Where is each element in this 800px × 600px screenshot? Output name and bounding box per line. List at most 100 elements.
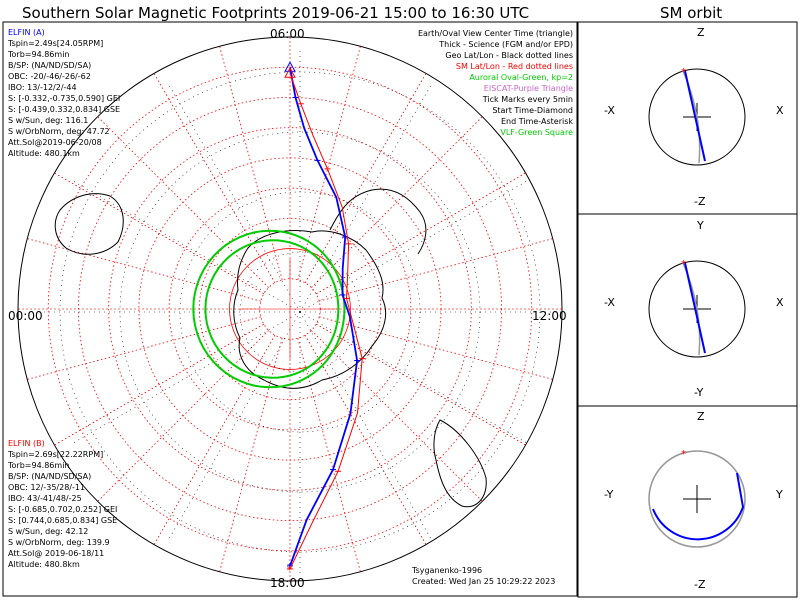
sm-lat-circle — [17, 36, 563, 582]
mlt-label-bottom: 18:00 — [270, 576, 305, 590]
elfin-a-line: S: [-0.332,-0.735,0.590] GEI — [8, 94, 121, 103]
orbit3-right-label: Y — [776, 488, 783, 501]
earth-circle — [648, 260, 746, 358]
africa-coastline — [433, 419, 487, 508]
sm-lon-spoke — [311, 116, 483, 288]
geo-lon-spoke — [299, 179, 530, 313]
sm-lon-spoke — [97, 330, 269, 502]
elfin-a-track — [289, 67, 359, 567]
sm-lon-spoke — [54, 172, 265, 295]
created-timestamp: Created: Wed Jan 25 10:29:22 2023 — [412, 577, 556, 586]
elfin-a-line: B/SP: (NA/ND/SD/SA) — [8, 61, 92, 70]
elfin-a-line: S: [-0.439,0.332,0.834] GSE — [8, 105, 121, 114]
sm-lon-spoke — [315, 172, 526, 295]
mlt-label-right: 12:00 — [532, 309, 567, 323]
elfin-a-line: Att.Sol@2019-06-20/08 — [8, 138, 102, 147]
sm-orbit-panels: * * * — [648, 67, 746, 548]
geo-lon-spoke — [70, 311, 301, 445]
orbit1-right-label: X — [776, 104, 784, 117]
sm-lon-spoke — [27, 316, 261, 380]
geo-lon-spoke — [299, 311, 433, 542]
legend-item: Geo Lat/Lon - Black dotted lines — [445, 51, 573, 60]
orbit-end-marker: * — [681, 259, 686, 270]
sm-orbit-title: SM orbit — [660, 4, 723, 22]
sm-lon-spoke — [319, 238, 553, 302]
elfin-b-info: ELFIN (B) Tspin=2.69s[22.22RPM] Torb=94.… — [8, 438, 117, 570]
sm-grid — [17, 36, 563, 582]
orbit1-top-label: Z — [697, 26, 705, 39]
orbit3-top-label: Z — [697, 410, 705, 423]
elfin-b-line: OBC: 12/-35/28/-11 — [8, 483, 86, 492]
sm-lon-spoke — [297, 46, 361, 280]
chart-title: Southern Solar Magnetic Footprints 2019-… — [22, 4, 530, 22]
elfin-a-name: ELFIN (A) — [8, 28, 45, 37]
elfin-b-line: Altitude: 480.8km — [8, 560, 80, 569]
geo-grid — [35, 47, 565, 577]
sm-lat-circle — [168, 187, 412, 431]
end-asterisk: * — [287, 562, 292, 573]
sm-lon-spoke — [304, 73, 427, 284]
sm-lon-spoke — [297, 338, 361, 572]
start-triangle — [284, 61, 296, 72]
legend-item: Auroral Oval-Green, kp=2 — [469, 73, 573, 82]
footprint-tracks: ** — [284, 61, 366, 576]
elfin-b-track — [289, 73, 363, 570]
sm-lon-spoke — [54, 323, 265, 446]
geo-lon-spoke — [299, 311, 530, 445]
elfin-b-line: S: [-0.685,0.702,0.252] GEI — [8, 505, 118, 514]
orbit3-bottom-label: -Z — [694, 578, 706, 591]
elfin-b-line: B/SP: (NA/ND/SD/SA) — [8, 472, 92, 481]
orbit-trace-a — [652, 472, 745, 541]
orbit-end-marker: * — [681, 449, 686, 460]
legend-item: Tick Marks every 5min — [482, 95, 573, 104]
orbit1-bottom-label: -Z — [694, 195, 706, 208]
orbit-trace-b — [648, 450, 746, 548]
orbit1-left-label: -X — [604, 104, 615, 117]
sm-lon-spoke — [153, 334, 276, 545]
auroral-oval — [192, 229, 346, 389]
auroral-oval-equatorward — [192, 229, 346, 389]
sm-lat-circle — [47, 66, 533, 552]
sm-lat-circle — [108, 127, 472, 491]
geo-lon-spoke — [167, 311, 301, 542]
orbit-trace-a — [684, 70, 706, 162]
antarctica-coastline — [233, 230, 387, 389]
legend-item: End Time-Asterisk — [500, 117, 573, 126]
sm-lon-spoke — [27, 238, 261, 302]
orbit-end-marker: * — [681, 67, 686, 78]
elfin-b-line: Tspin=2.69s[22.22RPM] — [8, 450, 104, 459]
map-frame — [2, 21, 578, 597]
mlt-label-left: 00:00 — [8, 309, 43, 323]
end-asterisk: * — [287, 565, 292, 576]
legend-item: Start Time-Diamond — [492, 106, 573, 115]
geo-lon-spoke — [167, 82, 301, 313]
elfin-a-line: S w/Sun, deg: 116.1 — [8, 116, 89, 125]
elfin-a-line: OBC: -20/-46/-26/-62 — [8, 72, 91, 81]
legend: Earth/Oval View Center Time (triangle) T… — [418, 28, 573, 138]
elfin-b-line: IBO: 43/-41/48/-25 — [8, 494, 82, 503]
orbit2-top-label: Y — [697, 219, 704, 232]
mlt-label-top: 06:00 — [270, 27, 305, 41]
geo-lon-spoke — [70, 179, 301, 313]
sm-lon-spoke — [315, 323, 526, 446]
legend-item: EISCAT-Purple Triangle — [483, 84, 573, 93]
elfin-b-line: Torb=94.86min — [8, 461, 70, 470]
orbit-panel-frame-3 — [577, 405, 798, 598]
elfin-b-line: S: [0.744,0.685,0.834] GSE — [8, 516, 118, 525]
orbit2-bottom-label: -Y — [694, 386, 704, 399]
geo-lon-spoke — [299, 82, 433, 313]
elfin-b-line: Att.Sol@ 2019-06-18/11 — [8, 549, 105, 558]
south-america-coastline — [329, 188, 427, 255]
sm-lon-spoke — [311, 330, 483, 502]
credits: Tsyganenko-1996 Created: Wed Jan 25 10:2… — [412, 565, 555, 587]
sm-lon-spoke — [304, 334, 427, 545]
orbit2-right-label: X — [776, 296, 784, 309]
auroral-oval-poleward — [204, 239, 340, 379]
sm-lon-spoke — [97, 116, 269, 288]
elfin-a-line: Torb=94.86min — [8, 50, 70, 59]
australia-coastline — [54, 193, 124, 255]
orbit2-left-label: -X — [604, 296, 615, 309]
elfin-a-line: Altitude: 480.1km — [8, 149, 80, 158]
legend-item: Thick - Science (FGM and/or EPD) — [439, 40, 573, 49]
